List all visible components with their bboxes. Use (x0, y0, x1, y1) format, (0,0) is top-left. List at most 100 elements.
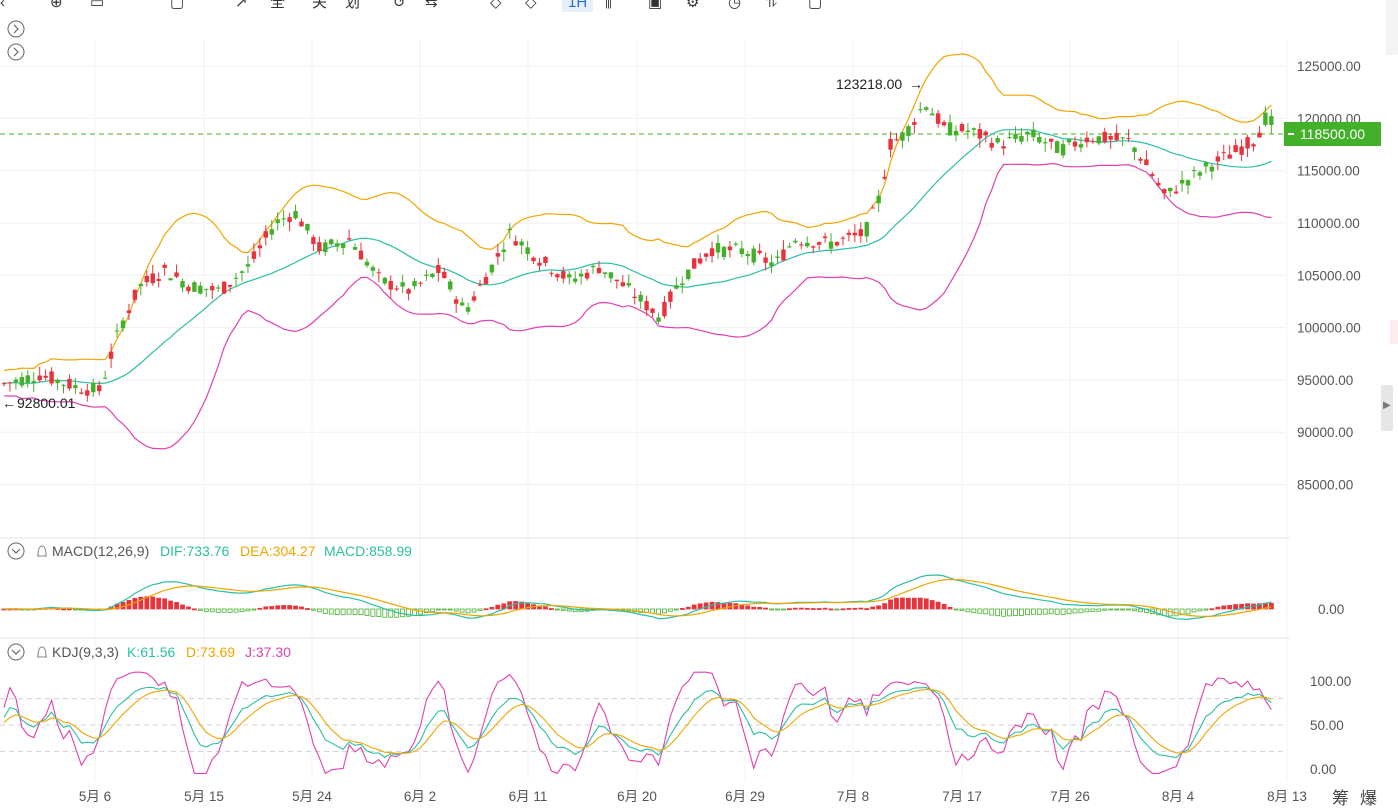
redo-icon[interactable]: ⇆ (425, 0, 438, 11)
candle-body (400, 282, 405, 287)
macd-alert-bell-icon[interactable] (37, 545, 47, 557)
back-icon[interactable]: ‹ (0, 0, 5, 11)
candle-body (1031, 129, 1036, 138)
macd-histogram-bar (287, 605, 293, 610)
macd-axis-label: 0.00 (1318, 602, 1344, 617)
macd-histogram-bar (1108, 608, 1114, 611)
macd-histogram-bar (1197, 608, 1203, 612)
candle-body (293, 210, 298, 219)
candle-body (900, 132, 905, 141)
macd-histogram-bar (174, 602, 179, 610)
undo-icon[interactable]: ↺ (393, 0, 406, 11)
candle-body (37, 375, 42, 381)
boll-bands (3, 53, 1272, 450)
compare-icon[interactable]: ⥮ (766, 0, 777, 11)
candle-body (126, 310, 132, 314)
candle-body (977, 129, 982, 139)
text-tool-icon[interactable]: ↗ (235, 0, 248, 11)
side-panel-toggle[interactable]: ▶ (1381, 385, 1393, 431)
candle-body (781, 249, 786, 261)
candle-body (697, 258, 703, 264)
indicator-c-icon[interactable]: 划 (345, 0, 361, 11)
candle-body (221, 281, 227, 294)
candle-body (192, 282, 197, 292)
kdj-collapse-icon[interactable] (7, 643, 25, 661)
candle-body (418, 282, 423, 284)
macd-histogram-bar (233, 608, 239, 613)
candle-body (1132, 147, 1137, 152)
candle-body (912, 122, 917, 125)
diamond-icon[interactable]: ◇ (525, 0, 537, 11)
candle-body (680, 283, 685, 286)
macd-histogram-bar (1036, 608, 1042, 615)
macd-histogram-bar (447, 608, 453, 611)
candle-body (376, 272, 382, 274)
candle-body (174, 272, 179, 277)
candle-body (822, 236, 828, 239)
candle-body (1060, 144, 1066, 156)
candles-icon[interactable]: ⫼ (605, 0, 612, 11)
liquidation-button[interactable]: 爆 (1360, 789, 1377, 808)
macd-histogram-bar (810, 608, 816, 610)
candle-body (816, 242, 822, 245)
macd-histogram-bar (209, 608, 215, 613)
candle-body (965, 130, 971, 132)
candle-body (1090, 141, 1096, 143)
macd-histogram-bar (150, 596, 156, 610)
candle-body (352, 247, 358, 250)
macd-histogram-bar (257, 607, 263, 610)
macd-histogram-bar (459, 608, 465, 613)
date-axis-label: 6月 29 (725, 789, 765, 804)
scroll-track[interactable] (1386, 0, 1398, 55)
candle-body (239, 271, 245, 273)
macd-histogram-bar (215, 608, 221, 613)
candle-body (186, 286, 191, 292)
macd-collapse-icon[interactable] (7, 542, 25, 560)
layout-icon[interactable]: ▣ (648, 0, 663, 11)
macd-histogram-bar (1054, 608, 1060, 615)
line-tool-icon[interactable]: ▭ (90, 0, 105, 11)
macd-histogram-bar (745, 605, 751, 610)
macd-histogram-bar (781, 608, 786, 611)
macd-histogram-bar (900, 597, 905, 610)
candle-body (953, 130, 959, 136)
candle-body (108, 351, 114, 359)
crosshair-tool-icon[interactable]: ⊕ (50, 0, 63, 11)
expand-indicators-icon[interactable] (7, 43, 25, 61)
clock-icon[interactable]: ◷ (728, 0, 742, 11)
macd-histogram-bar (364, 608, 370, 616)
kdj-alert-bell-icon[interactable] (37, 646, 47, 658)
macd-histogram-bar (673, 608, 679, 611)
camera-icon[interactable]: ▢ (808, 0, 823, 11)
candle-body (1251, 144, 1256, 147)
candle-body (323, 242, 328, 252)
indicator-a-icon[interactable]: 全 (270, 0, 286, 11)
candle-body (769, 262, 774, 267)
kdj-axis-label: 100.00 (1310, 674, 1351, 689)
candle-body (1221, 152, 1226, 154)
macd-histogram-bar (269, 606, 275, 610)
indicator-b-icon[interactable]: 关 (312, 0, 328, 11)
kdj-axis-label: 50.00 (1310, 718, 1344, 733)
macd-dif-line (3, 574, 1272, 621)
interval-selector[interactable]: 1H (562, 0, 594, 12)
chip-distribution-button[interactable]: 筹 (1332, 789, 1349, 808)
macd-histogram-bar (953, 608, 959, 611)
candle-body (1162, 189, 1167, 194)
macd-histogram-bar (299, 606, 304, 610)
macd-histogram-bar (227, 608, 233, 613)
ruler-icon[interactable]: ◇ (490, 0, 502, 11)
macd-histogram-bar (275, 605, 281, 610)
macd-histogram-bar (965, 608, 971, 613)
expand-panel-icon[interactable] (7, 20, 25, 38)
shape-tool-icon[interactable]: ▢ (170, 0, 185, 11)
macd-histogram-bar (1132, 608, 1137, 612)
candle-body (888, 139, 893, 150)
candle-body (1197, 172, 1203, 176)
candle-body (614, 279, 620, 282)
macd-histogram-bar (1102, 608, 1108, 611)
settings-icon[interactable]: ⚙ (686, 0, 700, 11)
candle-body (1257, 132, 1262, 138)
macd-histogram-bar (691, 604, 697, 610)
